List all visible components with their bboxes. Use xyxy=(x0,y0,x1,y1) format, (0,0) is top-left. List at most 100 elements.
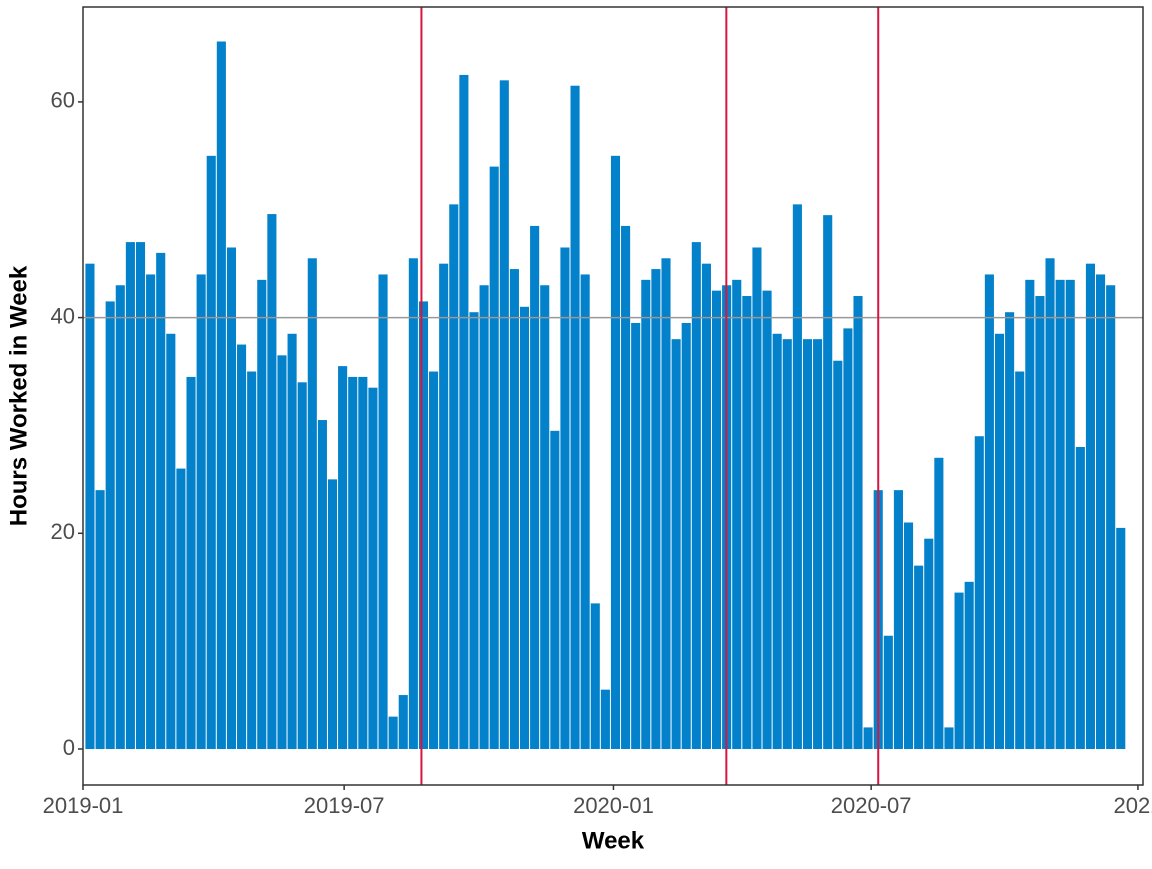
bar xyxy=(570,85,580,749)
bar xyxy=(681,322,691,749)
bar xyxy=(671,339,681,749)
bar xyxy=(883,635,893,749)
bar xyxy=(661,258,671,749)
bar xyxy=(348,376,358,749)
bar xyxy=(1116,527,1126,749)
bar xyxy=(226,247,237,749)
bar xyxy=(944,727,954,749)
bar xyxy=(914,565,924,749)
bar xyxy=(802,339,813,749)
bar xyxy=(1025,279,1035,749)
bar xyxy=(762,290,772,749)
bar xyxy=(863,727,873,749)
bar xyxy=(651,269,661,749)
bar xyxy=(499,80,509,749)
x-tick-label: 2020-01 xyxy=(573,793,654,818)
bar xyxy=(691,242,701,749)
x-tick-label: 2021 xyxy=(1113,793,1152,818)
bar xyxy=(519,306,530,749)
bar xyxy=(903,522,914,749)
bar xyxy=(823,215,833,749)
bar xyxy=(590,603,600,749)
bar xyxy=(125,242,135,749)
bar xyxy=(1015,371,1025,749)
bar xyxy=(237,344,247,749)
bar xyxy=(792,204,802,749)
bar xyxy=(469,312,479,749)
bar xyxy=(277,355,287,749)
bar xyxy=(732,279,742,749)
bar xyxy=(85,263,95,749)
bar xyxy=(560,247,570,749)
bar xyxy=(196,274,206,749)
bar xyxy=(1096,274,1106,749)
x-tick-label: 2019-01 xyxy=(43,793,124,818)
bar xyxy=(459,74,469,749)
bar xyxy=(1035,296,1045,749)
bar xyxy=(297,382,307,749)
bar xyxy=(479,285,489,749)
y-tick-label: 20 xyxy=(51,519,75,544)
bar xyxy=(742,296,752,749)
bar xyxy=(711,290,722,749)
bar xyxy=(257,279,267,749)
bar xyxy=(994,333,1005,749)
bar xyxy=(954,592,964,749)
bar xyxy=(924,538,934,749)
bar xyxy=(105,301,115,749)
bar xyxy=(166,333,176,749)
bar xyxy=(358,376,368,749)
bar xyxy=(156,252,166,749)
bar xyxy=(115,285,125,749)
x-tick-label: 2019-07 xyxy=(304,793,385,818)
bar xyxy=(984,274,994,749)
bar xyxy=(317,420,327,749)
bar xyxy=(1065,279,1075,749)
bar xyxy=(641,279,651,749)
y-tick-label: 0 xyxy=(63,735,75,760)
bar xyxy=(338,366,348,749)
bar xyxy=(388,716,398,749)
x-tick-label: 2020-07 xyxy=(831,793,912,818)
bar xyxy=(934,457,944,749)
bar xyxy=(489,166,499,749)
bar xyxy=(772,333,782,749)
bar xyxy=(530,225,540,749)
bar xyxy=(964,581,974,749)
bar xyxy=(752,247,762,749)
bar xyxy=(398,695,408,749)
bar xyxy=(1085,263,1095,749)
bar xyxy=(186,376,196,749)
bar xyxy=(439,263,449,749)
y-tick-label: 40 xyxy=(51,303,75,328)
bar xyxy=(307,258,317,749)
bar xyxy=(216,41,226,749)
bar xyxy=(1005,312,1015,749)
y-tick-label: 60 xyxy=(51,88,75,113)
bar xyxy=(621,225,631,749)
bar xyxy=(893,490,903,749)
bar xyxy=(176,468,186,749)
x-axis-title: Week xyxy=(582,827,645,854)
bar xyxy=(206,155,216,749)
bar xyxy=(1055,279,1065,749)
bar xyxy=(843,328,853,749)
bar xyxy=(368,387,378,749)
bar xyxy=(974,436,984,749)
bar xyxy=(610,155,621,749)
bar xyxy=(1075,447,1085,749)
bar xyxy=(540,285,550,749)
bar xyxy=(782,339,792,749)
bar xyxy=(1106,285,1116,749)
bar xyxy=(146,274,156,749)
bar xyxy=(378,274,388,749)
bar xyxy=(853,296,863,749)
bar xyxy=(418,301,429,749)
bar xyxy=(550,430,560,749)
bar xyxy=(287,333,297,749)
bar xyxy=(813,339,823,749)
bar xyxy=(95,490,105,749)
bar xyxy=(267,214,277,749)
